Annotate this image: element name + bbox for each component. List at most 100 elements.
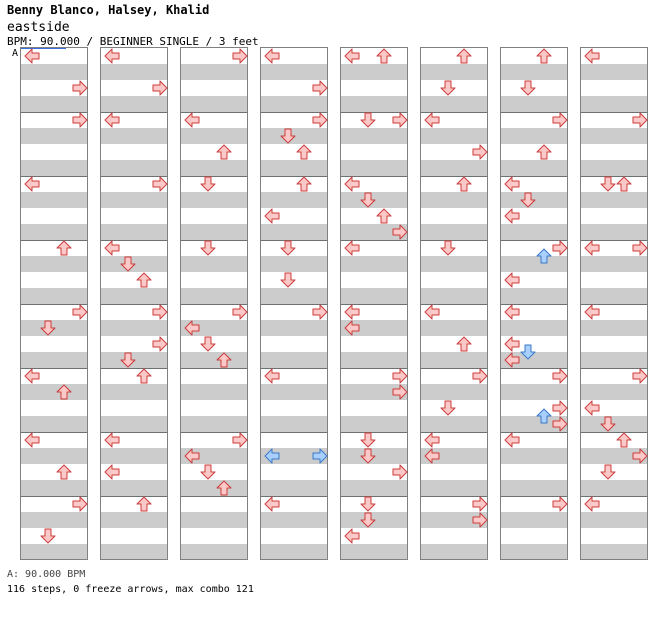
left-arrow-icon xyxy=(504,352,520,368)
up-arrow-icon xyxy=(536,248,552,264)
right-arrow-icon xyxy=(632,368,648,384)
measure-line xyxy=(181,240,247,241)
measure-line xyxy=(101,304,167,305)
up-arrow-icon xyxy=(376,48,392,64)
right-arrow-icon xyxy=(152,304,168,320)
measure-line xyxy=(21,304,87,305)
measure-line xyxy=(501,368,567,369)
chart-info: BPM: 90.000 / BEGINNER SINGLE / 3 feet xyxy=(7,35,259,48)
left-arrow-icon xyxy=(344,240,360,256)
left-arrow-icon xyxy=(264,48,280,64)
right-arrow-icon xyxy=(632,112,648,128)
measure-line xyxy=(341,112,407,113)
left-arrow-icon xyxy=(344,176,360,192)
left-arrow-icon xyxy=(24,432,40,448)
down-arrow-icon xyxy=(40,528,56,544)
left-arrow-icon xyxy=(504,272,520,288)
left-arrow-icon xyxy=(264,448,280,464)
measure-line xyxy=(341,496,407,497)
right-arrow-icon xyxy=(472,512,488,528)
left-arrow-icon xyxy=(504,336,520,352)
chart-column-7 xyxy=(500,47,568,560)
measure-line xyxy=(181,176,247,177)
left-arrow-icon xyxy=(584,48,600,64)
measure-line xyxy=(261,368,327,369)
left-arrow-icon xyxy=(584,496,600,512)
measure-line xyxy=(581,240,647,241)
up-arrow-icon xyxy=(376,208,392,224)
left-arrow-icon xyxy=(344,528,360,544)
down-arrow-icon xyxy=(360,112,376,128)
measure-line xyxy=(341,368,407,369)
left-arrow-icon xyxy=(264,496,280,512)
right-arrow-icon xyxy=(152,336,168,352)
right-arrow-icon xyxy=(552,496,568,512)
left-arrow-icon xyxy=(184,320,200,336)
left-arrow-icon xyxy=(584,240,600,256)
down-arrow-icon xyxy=(280,240,296,256)
measure-line xyxy=(21,112,87,113)
right-arrow-icon xyxy=(232,48,248,64)
measure-line xyxy=(581,112,647,113)
measure-line xyxy=(261,304,327,305)
measure-line xyxy=(421,368,487,369)
chart-column-4 xyxy=(260,47,328,560)
measure-line xyxy=(181,496,247,497)
down-arrow-icon xyxy=(280,272,296,288)
measure-line xyxy=(261,176,327,177)
left-arrow-icon xyxy=(24,176,40,192)
down-arrow-icon xyxy=(440,80,456,96)
up-arrow-icon xyxy=(216,352,232,368)
up-arrow-icon xyxy=(296,144,312,160)
up-arrow-icon xyxy=(56,464,72,480)
right-arrow-icon xyxy=(632,448,648,464)
left-arrow-icon xyxy=(504,176,520,192)
down-arrow-icon xyxy=(40,320,56,336)
measure-line xyxy=(101,176,167,177)
up-arrow-icon xyxy=(136,272,152,288)
up-arrow-icon xyxy=(56,240,72,256)
right-arrow-icon xyxy=(72,80,88,96)
up-arrow-icon xyxy=(216,144,232,160)
left-arrow-icon xyxy=(104,240,120,256)
song-title: eastside xyxy=(7,20,70,35)
right-arrow-icon xyxy=(232,304,248,320)
measure-line xyxy=(181,432,247,433)
up-arrow-icon xyxy=(536,408,552,424)
measure-line xyxy=(581,176,647,177)
left-arrow-icon xyxy=(344,320,360,336)
right-arrow-icon xyxy=(152,176,168,192)
chart-column-1 xyxy=(20,47,88,560)
step-stats: 116 steps, 0 freeze arrows, max combo 12… xyxy=(7,584,254,595)
left-arrow-icon xyxy=(264,208,280,224)
down-arrow-icon xyxy=(600,416,616,432)
measure-line xyxy=(101,368,167,369)
up-arrow-icon xyxy=(216,480,232,496)
measure-line xyxy=(501,304,567,305)
down-arrow-icon xyxy=(360,192,376,208)
left-arrow-icon xyxy=(424,112,440,128)
left-arrow-icon xyxy=(424,448,440,464)
right-arrow-icon xyxy=(552,400,568,416)
down-arrow-icon xyxy=(440,240,456,256)
measure-line xyxy=(261,432,327,433)
measure-line xyxy=(21,176,87,177)
right-arrow-icon xyxy=(72,112,88,128)
left-arrow-icon xyxy=(344,48,360,64)
left-arrow-icon xyxy=(264,368,280,384)
measure-line xyxy=(421,240,487,241)
measure-line xyxy=(341,176,407,177)
up-arrow-icon xyxy=(296,176,312,192)
up-arrow-icon xyxy=(136,368,152,384)
measure-line xyxy=(501,432,567,433)
chart-column-2 xyxy=(100,47,168,560)
left-arrow-icon xyxy=(504,208,520,224)
left-arrow-icon xyxy=(24,368,40,384)
up-arrow-icon xyxy=(136,496,152,512)
measure-line xyxy=(261,496,327,497)
measure-line xyxy=(421,112,487,113)
down-arrow-icon xyxy=(520,80,536,96)
measure-line xyxy=(101,240,167,241)
left-arrow-icon xyxy=(104,112,120,128)
right-arrow-icon xyxy=(392,112,408,128)
